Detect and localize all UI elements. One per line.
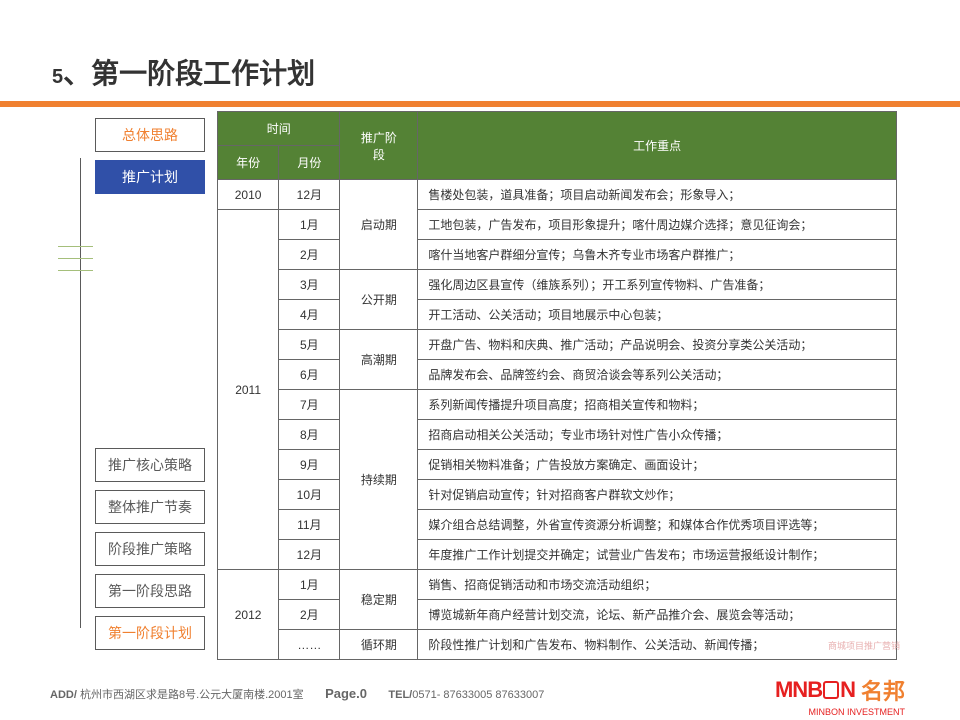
cell-desc: 强化周边区县宣传（维族系列）；开工系列宣传物料、广告准备； [418, 270, 897, 300]
cell-phase: 启动期 [340, 180, 418, 270]
footer: ADD/ 杭州市西湖区求是路8号.公元大厦南楼.2001室 Page.0 TEL… [50, 686, 544, 702]
logo-cn: 名邦 [861, 674, 905, 706]
cell-phase: 公开期 [340, 270, 418, 330]
table-row: 2月 博览城新年商户经营计划交流，论坛、新产品推介会、展览会等活动； [218, 600, 897, 630]
cell-month: 12月 [279, 180, 340, 210]
tel-text: 0571- 87633005 87633007 [412, 689, 544, 701]
nav-top: 总体思路推广计划 [95, 118, 205, 202]
title-number: 5 [52, 66, 63, 88]
table-row: 4月 开工活动、公关活动；项目地展示中心包装； [218, 300, 897, 330]
cell-year: 2012 [218, 570, 279, 660]
plan-table: 时间 推广阶 段 工作重点 年份 月份 201012月启动期售楼处包装，道具准备… [217, 111, 897, 660]
cell-month: 11月 [279, 510, 340, 540]
cell-desc: 工地包装，广告发布，项目形象提升；喀什周边媒介选择；意见征询会； [418, 210, 897, 240]
cell-desc: 媒介组合总结调整，外省宣传资源分析调整；和媒体合作优秀项目评选等； [418, 510, 897, 540]
cell-month: 4月 [279, 300, 340, 330]
table-row: ……循环期阶段性推广计划和广告发布、物料制作、公关活动、新闻传播； [218, 630, 897, 660]
th-time: 时间 [218, 112, 340, 146]
nav-bottom: 推广核心策略整体推广节奏阶段推广策略第一阶段思路第一阶段计划 [95, 448, 205, 658]
table-row: 9月 促销相关物料准备；广告投放方案确定、画面设计； [218, 450, 897, 480]
divider-bar [0, 101, 960, 107]
cell-desc: 年度推广工作计划提交并确定；试营业广告发布；市场运营报纸设计制作； [418, 540, 897, 570]
table-row: 10月 针对促销启动宣传；针对招商客户群软文炒作； [218, 480, 897, 510]
watermark: 商城项目推广营销 [828, 639, 900, 652]
table-row: 11月 媒介组合总结调整，外省宣传资源分析调整；和媒体合作优秀项目评选等； [218, 510, 897, 540]
logo-o [823, 681, 839, 699]
cell-month: 2月 [279, 240, 340, 270]
cell-year: 2011 [218, 210, 279, 570]
nav-item[interactable]: 推广核心策略 [95, 448, 205, 482]
page-label: Page. [325, 686, 360, 701]
logo-sub: MINBON INVESTMENT [808, 707, 905, 717]
table-row: 20111月工地包装，广告发布，项目形象提升；喀什周边媒介选择；意见征询会； [218, 210, 897, 240]
logo: MNB N 名邦 [775, 674, 905, 706]
th-phase: 推广阶 段 [340, 112, 418, 180]
cell-desc: 招商启动相关公关活动；专业市场针对性广告小众传播； [418, 420, 897, 450]
cell-desc: 品牌发布会、品牌签约会、商贸洽谈会等系列公关活动； [418, 360, 897, 390]
table-row: 20121月稳定期销售、招商促销活动和市场交流活动组织； [218, 570, 897, 600]
tel-label: TEL/ [388, 689, 412, 701]
table-row: 7月持续期系列新闻传播提升项目高度；招商相关宣传和物料； [218, 390, 897, 420]
guide-tick [58, 246, 93, 247]
cell-year: 2010 [218, 180, 279, 210]
nav-item[interactable]: 整体推广节奏 [95, 490, 205, 524]
th-focus: 工作重点 [418, 112, 897, 180]
cell-month: 8月 [279, 420, 340, 450]
guide-tick [58, 258, 93, 259]
cell-month: 5月 [279, 330, 340, 360]
th-month: 月份 [279, 146, 340, 180]
cell-month: 3月 [279, 270, 340, 300]
cell-phase: 稳定期 [340, 570, 418, 630]
cell-month: 1月 [279, 210, 340, 240]
table-row: 8月 招商启动相关公关活动；专业市场针对性广告小众传播； [218, 420, 897, 450]
table-row: 5月高潮期开盘广告、物料和庆典、推广活动；产品说明会、投资分享类公关活动； [218, 330, 897, 360]
cell-desc: 阶段性推广计划和广告发布、物料制作、公关活动、新闻传播； [418, 630, 897, 660]
cell-month: 7月 [279, 390, 340, 420]
cell-desc: 销售、招商促销活动和市场交流活动组织； [418, 570, 897, 600]
nav-item[interactable]: 推广计划 [95, 160, 205, 194]
cell-month: …… [279, 630, 340, 660]
table-row: 6月 品牌发布会、品牌签约会、商贸洽谈会等系列公关活动； [218, 360, 897, 390]
nav-item[interactable]: 阶段推广策略 [95, 532, 205, 566]
cell-phase: 循环期 [340, 630, 418, 660]
table-row: 12月 年度推广工作计划提交并确定；试营业广告发布；市场运营报纸设计制作； [218, 540, 897, 570]
logo-t1: MNB [775, 677, 822, 703]
cell-phase: 高潮期 [340, 330, 418, 390]
cell-desc: 开盘广告、物料和庆典、推广活动；产品说明会、投资分享类公关活动； [418, 330, 897, 360]
cell-desc: 售楼处包装，道具准备；项目启动新闻发布会；形象导入； [418, 180, 897, 210]
cell-desc: 促销相关物料准备；广告投放方案确定、画面设计； [418, 450, 897, 480]
logo-t2: N [840, 677, 855, 703]
guide-tick [58, 270, 93, 271]
title-text: 第一阶段工作计划 [91, 58, 315, 89]
nav-item[interactable]: 总体思路 [95, 118, 205, 152]
add-text: 杭州市西湖区求是路8号.公元大厦南楼.2001室 [77, 689, 304, 701]
table-body: 201012月启动期售楼处包装，道具准备；项目启动新闻发布会；形象导入；2011… [218, 180, 897, 660]
cell-desc: 针对促销启动宣传；针对招商客户群软文炒作； [418, 480, 897, 510]
cell-month: 12月 [279, 540, 340, 570]
vertical-guide [80, 158, 81, 628]
title-sep: 、 [63, 58, 91, 89]
cell-desc: 喀什当地客户群细分宣传；乌鲁木齐专业市场客户群推广； [418, 240, 897, 270]
nav-item[interactable]: 第一阶段思路 [95, 574, 205, 608]
table-row: 3月公开期强化周边区县宣传（维族系列）；开工系列宣传物料、广告准备； [218, 270, 897, 300]
cell-desc: 博览城新年商户经营计划交流，论坛、新产品推介会、展览会等活动； [418, 600, 897, 630]
cell-month: 1月 [279, 570, 340, 600]
th-year: 年份 [218, 146, 279, 180]
add-label: ADD/ [50, 689, 77, 701]
cell-desc: 开工活动、公关活动；项目地展示中心包装； [418, 300, 897, 330]
cell-month: 10月 [279, 480, 340, 510]
cell-month: 6月 [279, 360, 340, 390]
nav-item[interactable]: 第一阶段计划 [95, 616, 205, 650]
cell-phase: 持续期 [340, 390, 418, 570]
cell-month: 9月 [279, 450, 340, 480]
cell-desc: 系列新闻传播提升项目高度；招商相关宣传和物料； [418, 390, 897, 420]
page-num: 0 [360, 686, 367, 701]
cell-month: 2月 [279, 600, 340, 630]
table-row: 201012月启动期售楼处包装，道具准备；项目启动新闻发布会；形象导入； [218, 180, 897, 210]
table-row: 2月 喀什当地客户群细分宣传；乌鲁木齐专业市场客户群推广； [218, 240, 897, 270]
